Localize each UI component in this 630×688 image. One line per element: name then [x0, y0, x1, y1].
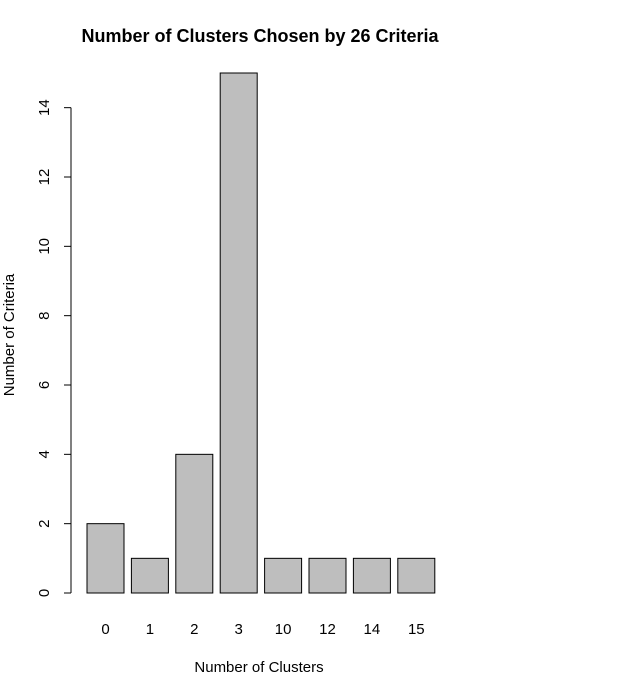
bar [264, 557, 303, 594]
chart-title: Number of Clusters Chosen by 26 Criteria [81, 26, 439, 46]
x-axis-label: Number of Clusters [194, 659, 323, 676]
y-tick-label: 4 [36, 450, 53, 458]
x-tick-label: 3 [235, 621, 243, 638]
y-axis: 0 2 4 6 8 10 12 14 [36, 99, 72, 597]
y-tick-label: 12 [36, 169, 53, 186]
bar [219, 72, 258, 594]
x-tick-label: 10 [275, 621, 292, 638]
y-tick-label: 6 [36, 381, 53, 389]
y-tick-label: 10 [36, 238, 53, 255]
x-tick-label: 1 [146, 621, 154, 638]
y-tick-label: 0 [36, 589, 53, 597]
x-tick-label: 0 [101, 621, 109, 638]
bars [86, 72, 436, 594]
bar [130, 557, 169, 594]
bar [86, 523, 125, 594]
x-tick-label: 2 [190, 621, 198, 638]
bar [308, 557, 347, 594]
x-tick-labels: 0 1 2 3 10 12 14 15 [101, 621, 424, 638]
bar [175, 453, 214, 594]
x-tick-label: 14 [364, 621, 381, 638]
y-tick-label: 14 [36, 99, 53, 116]
y-axis-label: Number of Criteria [1, 273, 18, 396]
bar [352, 557, 391, 594]
y-tick-label: 8 [36, 311, 53, 319]
x-tick-label: 15 [408, 621, 425, 638]
bar [397, 557, 436, 594]
y-tick-label: 2 [36, 519, 53, 527]
x-tick-label: 12 [319, 621, 336, 638]
